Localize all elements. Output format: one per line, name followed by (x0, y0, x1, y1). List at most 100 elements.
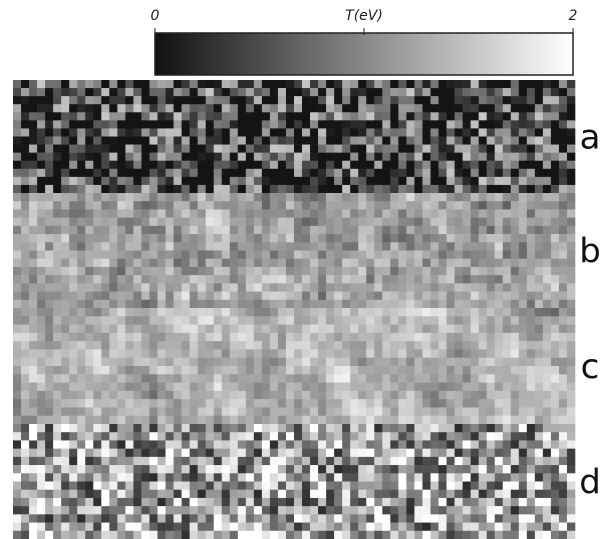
heat-cell (326, 137, 334, 145)
heat-cell (85, 80, 93, 88)
heat-cell (390, 283, 398, 292)
heat-cell (262, 112, 270, 120)
heat-cell (69, 218, 77, 227)
heat-cell (45, 399, 53, 408)
heat-cell (559, 80, 567, 88)
heat-cell (406, 242, 414, 251)
heat-cell (350, 128, 358, 136)
heat-cell (141, 333, 149, 342)
heat-cell (190, 137, 198, 145)
heat-cell (527, 88, 535, 96)
heat-cell (270, 112, 278, 120)
heat-cell (109, 424, 117, 433)
heat-cell (53, 267, 61, 276)
heat-cell (551, 169, 559, 177)
heat-cell (567, 292, 575, 301)
heat-cell (559, 457, 567, 466)
heat-cell (382, 391, 390, 400)
heat-cell (45, 120, 53, 128)
heat-cell (302, 325, 310, 334)
heat-cell (69, 267, 77, 276)
heat-cell (439, 145, 447, 153)
heat-cell (149, 424, 157, 433)
heat-cell (310, 145, 318, 153)
heat-cell (190, 96, 198, 104)
heat-cell (182, 153, 190, 161)
heat-cell (567, 161, 575, 169)
heat-cell (262, 275, 270, 284)
heat-cell (567, 169, 575, 177)
heat-cell (511, 399, 519, 408)
heat-cell (238, 490, 246, 499)
heat-cell (342, 449, 350, 458)
heat-cell (198, 506, 206, 515)
heat-cell (414, 424, 422, 433)
heat-cell (246, 128, 254, 136)
heat-cell (61, 473, 69, 482)
heat-cell (527, 383, 535, 392)
heat-cell (101, 349, 109, 358)
heat-cell (270, 120, 278, 128)
heat-cell (262, 514, 270, 523)
heat-cell (374, 523, 382, 532)
heat-cell (390, 523, 398, 532)
heat-cell (294, 374, 302, 383)
heat-cell (254, 440, 262, 449)
heat-cell (141, 128, 149, 136)
heat-cell (455, 169, 463, 177)
heat-cell (430, 316, 438, 325)
heat-cell (262, 506, 270, 515)
heat-cell (511, 300, 519, 309)
heat-cell (85, 349, 93, 358)
heat-cell (198, 407, 206, 416)
heat-cell (535, 267, 543, 276)
heat-cell (471, 506, 479, 515)
heat-cell (206, 473, 214, 482)
heat-cell (559, 391, 567, 400)
heat-cell (390, 137, 398, 145)
heat-cell (422, 333, 430, 342)
heat-cell (45, 523, 53, 532)
heat-cell (382, 218, 390, 227)
heat-cell (551, 465, 559, 474)
heat-cell (527, 465, 535, 474)
heat-cell (519, 283, 527, 292)
heat-cell (85, 465, 93, 474)
heat-cell (414, 218, 422, 227)
heat-cell (141, 473, 149, 482)
heat-cell (326, 407, 334, 416)
heat-cell (149, 482, 157, 491)
heat-cell (382, 283, 390, 292)
heat-cell (559, 407, 567, 416)
heat-cell (430, 267, 438, 276)
heat-cell (318, 292, 326, 301)
heat-cell (310, 185, 318, 193)
heat-cell (278, 177, 286, 185)
heat-cell (158, 490, 166, 499)
heat-cell (262, 177, 270, 185)
heat-cell (238, 242, 246, 251)
heat-cell (567, 120, 575, 128)
heat-cell (37, 161, 45, 169)
heat-cell (422, 251, 430, 260)
heat-cell (190, 399, 198, 408)
heat-cell (222, 308, 230, 317)
heat-cell (190, 161, 198, 169)
heat-cell (29, 185, 37, 193)
heat-cell (511, 193, 519, 202)
heat-cell (406, 440, 414, 449)
heat-cell (222, 218, 230, 227)
heat-cell (214, 349, 222, 358)
heat-cell (246, 490, 254, 499)
heat-cell (543, 308, 551, 317)
heat-cell (214, 416, 222, 425)
heat-cell (382, 88, 390, 96)
heat-cell (527, 153, 535, 161)
heat-cell (29, 96, 37, 104)
heat-cell (149, 506, 157, 515)
heat-cell (101, 128, 109, 136)
heat-cell (37, 341, 45, 350)
heat-cell (535, 177, 543, 185)
heat-cell (495, 292, 503, 301)
heat-cell (101, 531, 109, 539)
